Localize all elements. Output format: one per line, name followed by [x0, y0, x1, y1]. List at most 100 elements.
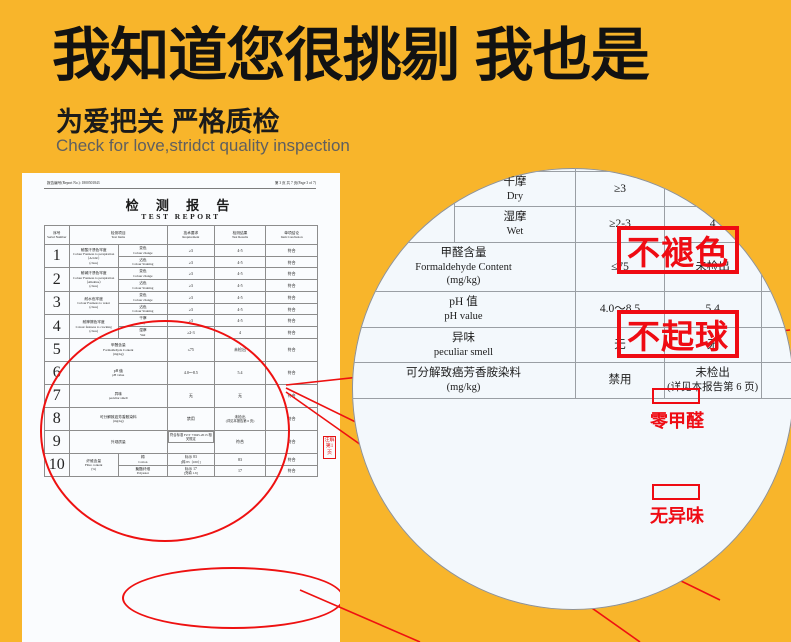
- cell-serial: 2: [44, 267, 70, 292]
- test-report-document: 报告编号(Report No.): 1800501843 第 3 页 共 7 页…: [22, 173, 340, 642]
- cell-serial: 9: [44, 429, 70, 454]
- cell-requirement: ≥3: [166, 255, 215, 269]
- cell-requirement: ≤75: [166, 337, 215, 362]
- cell-item: 纤维含量 Fibre content (%): [68, 452, 119, 478]
- magnified-report-view: 沾色 Colour Staining ≥3 4-5 耐水色牢度 Colour F…: [352, 168, 791, 610]
- column-header-serial: 序号 Serial Number: [44, 225, 70, 245]
- cell-conclusion: 符合: [760, 241, 791, 293]
- cell-conclusion: 符合: [265, 406, 318, 431]
- highlight-box-smell-result: [652, 484, 700, 500]
- cell-serial: 4: [44, 314, 70, 339]
- page-title: 我知道您很挑剔 我也是: [52, 23, 650, 88]
- cell-serial: 8: [44, 406, 70, 431]
- table-row: 8 可分解致癌芳香胺染料 (mg/kg) 禁用 未检出 (详见本报告第 6 页)…: [44, 406, 318, 431]
- cell-item: 异味 peculiar smell: [352, 326, 577, 364]
- cell-requirement: ≥3: [166, 267, 215, 281]
- table-header-row: 序号 Serial Number 检测项目 Test Items 技术要求 Re…: [44, 225, 318, 245]
- cell-conclusion: 符合: [760, 170, 791, 208]
- subtitle-en: Check for love,stridct quality inspectio…: [56, 136, 350, 155]
- callout-no-odour: 无异味: [650, 506, 704, 526]
- column-header-items: 检测项目 Test Items: [68, 225, 168, 245]
- cell-conclusion: [760, 362, 791, 399]
- cell-requirement: 禁用: [166, 406, 215, 431]
- cell-subitem: 干摩 Dry: [453, 170, 577, 208]
- table-row: 9 外观质量 符合标准 FZ/T 73045-2013 相关规定 符合 符合: [44, 429, 318, 454]
- cell-conclusion: 符合: [265, 244, 318, 257]
- cell-subitem: 沾色 Colour Staining: [117, 279, 168, 292]
- cell-item: 甲醛含量 Formaldehyde Content (mg/kg): [68, 337, 168, 362]
- table-row: 1 耐酸汗渍色牢度 Colour Fastness to perspiratio…: [44, 243, 318, 269]
- cell-subitem: 变色 Colour change: [117, 244, 168, 257]
- cell-conclusion: 符合: [265, 290, 318, 304]
- column-header-conclusion: 单项结论 Item Conclusion: [265, 225, 318, 245]
- cell-requirement: ≥3: [166, 290, 215, 304]
- cell-item: 耐摩擦色牢度 Colour fastness to crocking (clas…: [352, 170, 455, 243]
- table-row: 6 pH 值 pH value 4.0～8.5 5.4 符合: [44, 360, 318, 385]
- red-highlight-ellipse-fibre: [122, 567, 340, 629]
- cell-conclusion: 符合: [265, 314, 318, 328]
- cell-serial: 1: [44, 243, 70, 269]
- cell-subitem: 湿摩 Wet: [117, 326, 168, 339]
- cell-result: 4-5: [213, 290, 267, 304]
- report-title-cn: 检 测 报 告: [125, 198, 237, 213]
- cell-conclusion: 符合: [265, 279, 318, 292]
- cell-conclusion: 符合: [760, 291, 791, 328]
- cell-requirement: 4.0～8.5: [166, 360, 215, 385]
- cell-conclusion: 符合: [265, 429, 318, 454]
- table-row: 湿摩 Wet ≥2-3 4 符合: [352, 206, 791, 243]
- cell-serial: 3: [44, 290, 70, 316]
- cell-serial: 6: [44, 360, 70, 385]
- table-row: 2 耐碱汗渍色牢度 Colour Fastness to perspiratio…: [44, 267, 318, 292]
- cell-requirement: ≥3: [575, 170, 665, 208]
- cell-result: 未检出 (详见本报告第 6 页): [213, 406, 267, 431]
- cell-item: 耐摩擦色牢度 Colour fastness to crocking (clas…: [68, 314, 119, 339]
- cell-result: 4-5: [213, 314, 267, 328]
- red-side-note: 注解第1页: [323, 436, 336, 459]
- cell-result: 17: [213, 464, 267, 478]
- cell-result: 符合: [213, 429, 267, 454]
- highlight-box-formaldehyde-result: [652, 388, 700, 404]
- cell-subitem: 沾色 Colour Staining: [117, 255, 168, 269]
- table-row: 5 甲醛含量 Formaldehyde Content (mg/kg) ≤75 …: [352, 241, 791, 293]
- callout-no-pilling: 不起球: [617, 310, 739, 358]
- cell-requirement: 标示 17 [充填 1.6]: [166, 464, 215, 478]
- cell-item: 可分解致癌芳香胺染料 (mg/kg): [68, 406, 168, 431]
- cell-subitem: 变色 Colour change: [117, 267, 168, 281]
- cell-conclusion: 符合: [265, 302, 318, 316]
- cell-item: 耐碱汗渍色牢度 Colour Fastness to perspiration …: [68, 267, 119, 292]
- cell-item: 耐水色牢度 Colour Fastness to water (class): [68, 290, 119, 316]
- table-row: 10 纤维含量 Fibre content (%) 棉 Cotton 标示 83…: [44, 452, 318, 478]
- cell-result: 未检出 (详见本报告第 6 页): [663, 362, 762, 399]
- table-row: 7 异味 peculiar smell 无 无 符合: [44, 383, 318, 408]
- cell-conclusion: 符合: [265, 360, 318, 385]
- cell-requirement: 标示 83 [棉 83（100）]: [166, 452, 215, 466]
- cell-result: 4-5: [213, 302, 267, 316]
- table-row: 5 甲醛含量 Formaldehyde Content (mg/kg) ≤75 …: [44, 337, 318, 362]
- cell-subitem: 变色 Colour change: [117, 290, 168, 304]
- magnified-report-table: 沾色 Colour Staining ≥3 4-5 耐水色牢度 Colour F…: [352, 168, 791, 399]
- cell-result: 无: [213, 383, 267, 408]
- cell-subitem: 干摩 Dry: [117, 314, 168, 328]
- cell-requirement: ≥3: [166, 244, 215, 257]
- cell-requirement: 禁用: [575, 362, 665, 399]
- page-number: 第 3 页 共 7 页(Page 3 of 7): [274, 181, 316, 185]
- cell-serial: 7: [44, 383, 70, 408]
- cell-conclusion: 符合: [265, 452, 318, 466]
- cell-result: 83: [213, 452, 267, 466]
- cell-subitem: 聚酯纤维 Polyester: [117, 464, 168, 478]
- cell-result: 4-5: [213, 255, 267, 269]
- cell-result: 5.4: [213, 360, 267, 385]
- subtitle-cn: 为爱把关 严格质检: [56, 107, 280, 137]
- cell-requirement: ≥2-3: [166, 326, 215, 339]
- cell-result: 4-5: [663, 170, 762, 208]
- cell-conclusion: 符合: [760, 206, 791, 243]
- table-row: 可分解致癌芳香胺染料 (mg/kg) 禁用 未检出 (详见本报告第 6 页): [352, 362, 791, 399]
- cell-requirement: 无: [166, 383, 215, 408]
- cell-requirement: 符合标准 FZ/T 73045-2013 相关规定: [167, 430, 214, 444]
- cell-result: 4-5: [213, 279, 267, 292]
- cell-item: pH 值 pH value: [352, 291, 577, 328]
- report-title-en: TEST REPORT: [141, 212, 221, 221]
- cell-requirement: ≥3: [166, 314, 215, 328]
- cell-item: 可分解致癌芳香胺染料 (mg/kg): [352, 362, 577, 399]
- cell-item: pH 值 pH value: [68, 360, 168, 385]
